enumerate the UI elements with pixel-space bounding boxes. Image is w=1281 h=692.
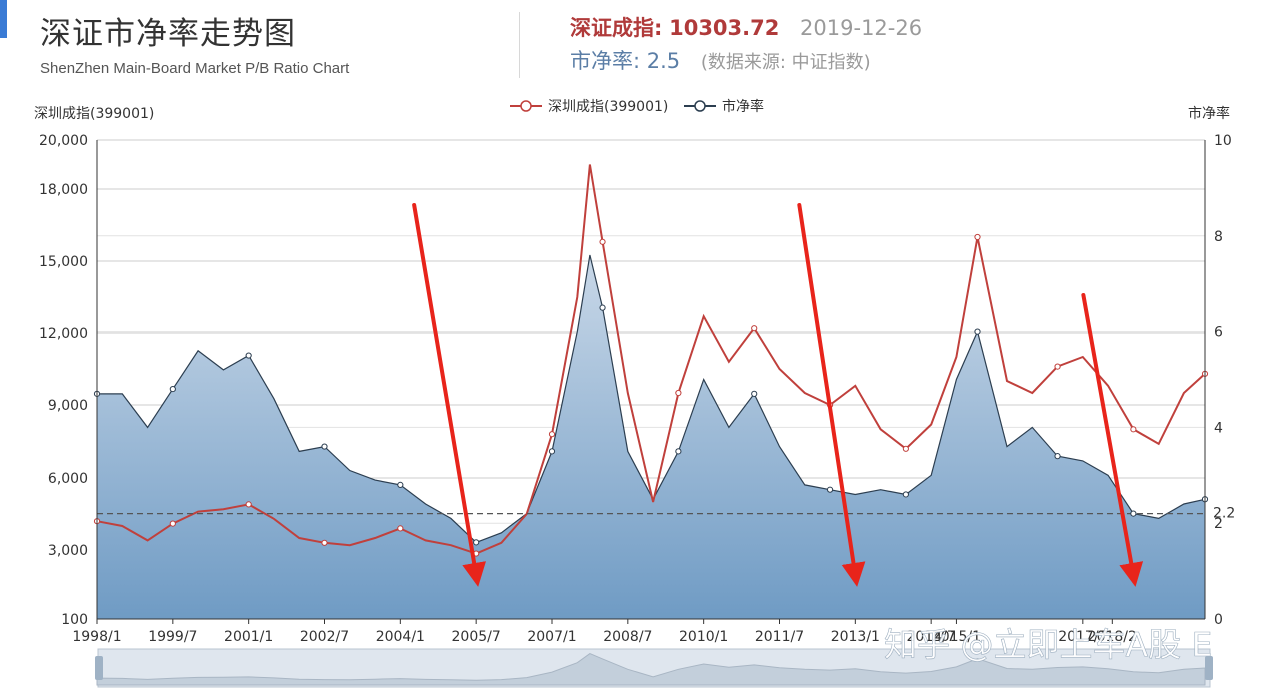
page-title: 深证市净率走势图 xyxy=(40,16,296,52)
pb-area-fill xyxy=(97,255,1205,619)
legend-label-pb: 市净率 xyxy=(722,98,764,115)
y-left-tick-4: 12,000 xyxy=(39,326,88,342)
y-left-tick-5: 15,000 xyxy=(39,254,88,270)
x-tick-14: 2018/2 xyxy=(1088,629,1137,645)
annotation-arrow-1 xyxy=(797,203,866,587)
x-tick-4: 2004/1 xyxy=(376,629,425,645)
pb-reference-label: 2.2 xyxy=(1213,506,1235,522)
legend-item-index[interactable]: 深圳成指(399001) xyxy=(510,99,668,115)
x-tick-13: 2017/7 xyxy=(1058,629,1107,645)
x-tick-0: 1998/1 xyxy=(72,629,121,645)
index-point-39 xyxy=(1054,363,1061,370)
annotation-arrow-0 xyxy=(412,203,487,587)
pb-value: 2.5 xyxy=(646,49,681,73)
pb-point-12 xyxy=(397,481,404,488)
pb-point-42 xyxy=(1130,510,1137,517)
index-value: 10303.72 xyxy=(669,16,780,40)
y-left-tick-1: 3,000 xyxy=(48,543,88,559)
index-series-line xyxy=(96,164,1206,555)
pb-point-15 xyxy=(473,539,480,546)
x-tick-2: 2001/1 xyxy=(224,629,273,645)
y-left-axis-label: 深圳成指(399001) xyxy=(34,106,154,122)
pb-point-21 xyxy=(599,304,606,311)
x-tick-1: 1999/7 xyxy=(148,629,197,645)
legend-label-index: 深圳成指(399001) xyxy=(548,99,668,115)
index-info-line: 深证成指: 10303.72 2019-12-26 xyxy=(570,12,922,42)
x-tick-11: 2014/7 xyxy=(907,629,956,645)
index-point-33 xyxy=(902,445,909,452)
pb-point-24 xyxy=(675,448,682,455)
chart-legend[interactable]: 深圳成指(399001) 市净率 xyxy=(510,98,764,115)
left-accent-bar xyxy=(0,0,7,38)
pb-info-line: 市净率: 2.5 (数据来源: 中证指数) xyxy=(570,45,871,75)
pb-series-line xyxy=(97,254,1206,544)
y-right-axis-label: 市净率 xyxy=(1188,105,1230,122)
index-point-27 xyxy=(751,325,758,332)
index-label: 深证成指: xyxy=(570,16,663,40)
header-divider xyxy=(519,12,520,78)
y-right-tick-0: 0 xyxy=(1214,612,1223,628)
pb-point-18 xyxy=(548,448,556,455)
data-zoom-slider[interactable] xyxy=(95,648,1213,688)
x-tick-3: 2002/7 xyxy=(300,629,349,645)
pb-point-30 xyxy=(826,486,834,493)
x-tick-12: 2015/1 xyxy=(932,629,981,645)
index-point-9 xyxy=(321,539,328,546)
pb-point-9 xyxy=(321,443,328,450)
y-right-tick-3: 6 xyxy=(1214,325,1223,341)
pb-point-39 xyxy=(1054,453,1061,460)
y-right-tick-2: 4 xyxy=(1214,420,1223,436)
legend-item-pb[interactable]: 市净率 xyxy=(684,98,764,115)
zoom-preview-area xyxy=(96,653,1206,686)
pb-label: 市净率: xyxy=(570,49,641,73)
index-point-42 xyxy=(1130,426,1137,433)
x-tick-6: 2007/1 xyxy=(527,629,576,645)
index-point-21 xyxy=(599,238,606,245)
y-left-tick-2: 6,000 xyxy=(48,471,88,487)
index-point-24 xyxy=(675,389,682,397)
pb-point-27 xyxy=(751,390,758,397)
y-right-tick-1: 2 xyxy=(1214,516,1223,532)
zoom-handle-left[interactable] xyxy=(95,656,103,680)
x-tick-9: 2011/7 xyxy=(755,629,804,645)
y-left-tick-3: 9,000 xyxy=(48,398,88,414)
index-point-18 xyxy=(548,431,556,438)
x-tick-10: 2013/1 xyxy=(831,629,880,645)
x-tick-7: 2008/7 xyxy=(603,629,652,645)
y-left-tick-0: 100 xyxy=(61,612,88,628)
zoom-handle-right[interactable] xyxy=(1205,656,1213,680)
annotation-arrow-2 xyxy=(1081,293,1144,587)
annotation-arrows xyxy=(412,203,1144,587)
watermark-text: 知乎 @立即上车A股 E xyxy=(884,625,1212,664)
y-left-tick-7: 20,000 xyxy=(39,133,88,149)
x-tick-8: 2010/1 xyxy=(679,629,728,645)
pb-point-33 xyxy=(902,491,909,498)
index-point-3 xyxy=(169,520,176,527)
index-point-6 xyxy=(245,501,252,508)
y-right-tick-4: 8 xyxy=(1214,229,1223,245)
index-point-36 xyxy=(974,233,981,241)
pb-point-3 xyxy=(169,385,176,393)
y-left-tick-6: 18,000 xyxy=(39,182,88,198)
page-subtitle: ShenZhen Main-Board Market P/B Ratio Cha… xyxy=(40,60,350,77)
pb-point-36 xyxy=(974,328,981,335)
y-right-tick-5: 10 xyxy=(1214,133,1232,149)
data-date: 2019-12-26 xyxy=(800,16,923,40)
pb-point-6 xyxy=(245,352,252,359)
x-tick-5: 2005/7 xyxy=(452,629,501,645)
data-source: (数据来源: 中证指数) xyxy=(700,52,871,73)
index-point-12 xyxy=(397,525,404,532)
axes: 1003,0006,0009,00012,00015,00018,00020,0… xyxy=(39,133,1232,645)
